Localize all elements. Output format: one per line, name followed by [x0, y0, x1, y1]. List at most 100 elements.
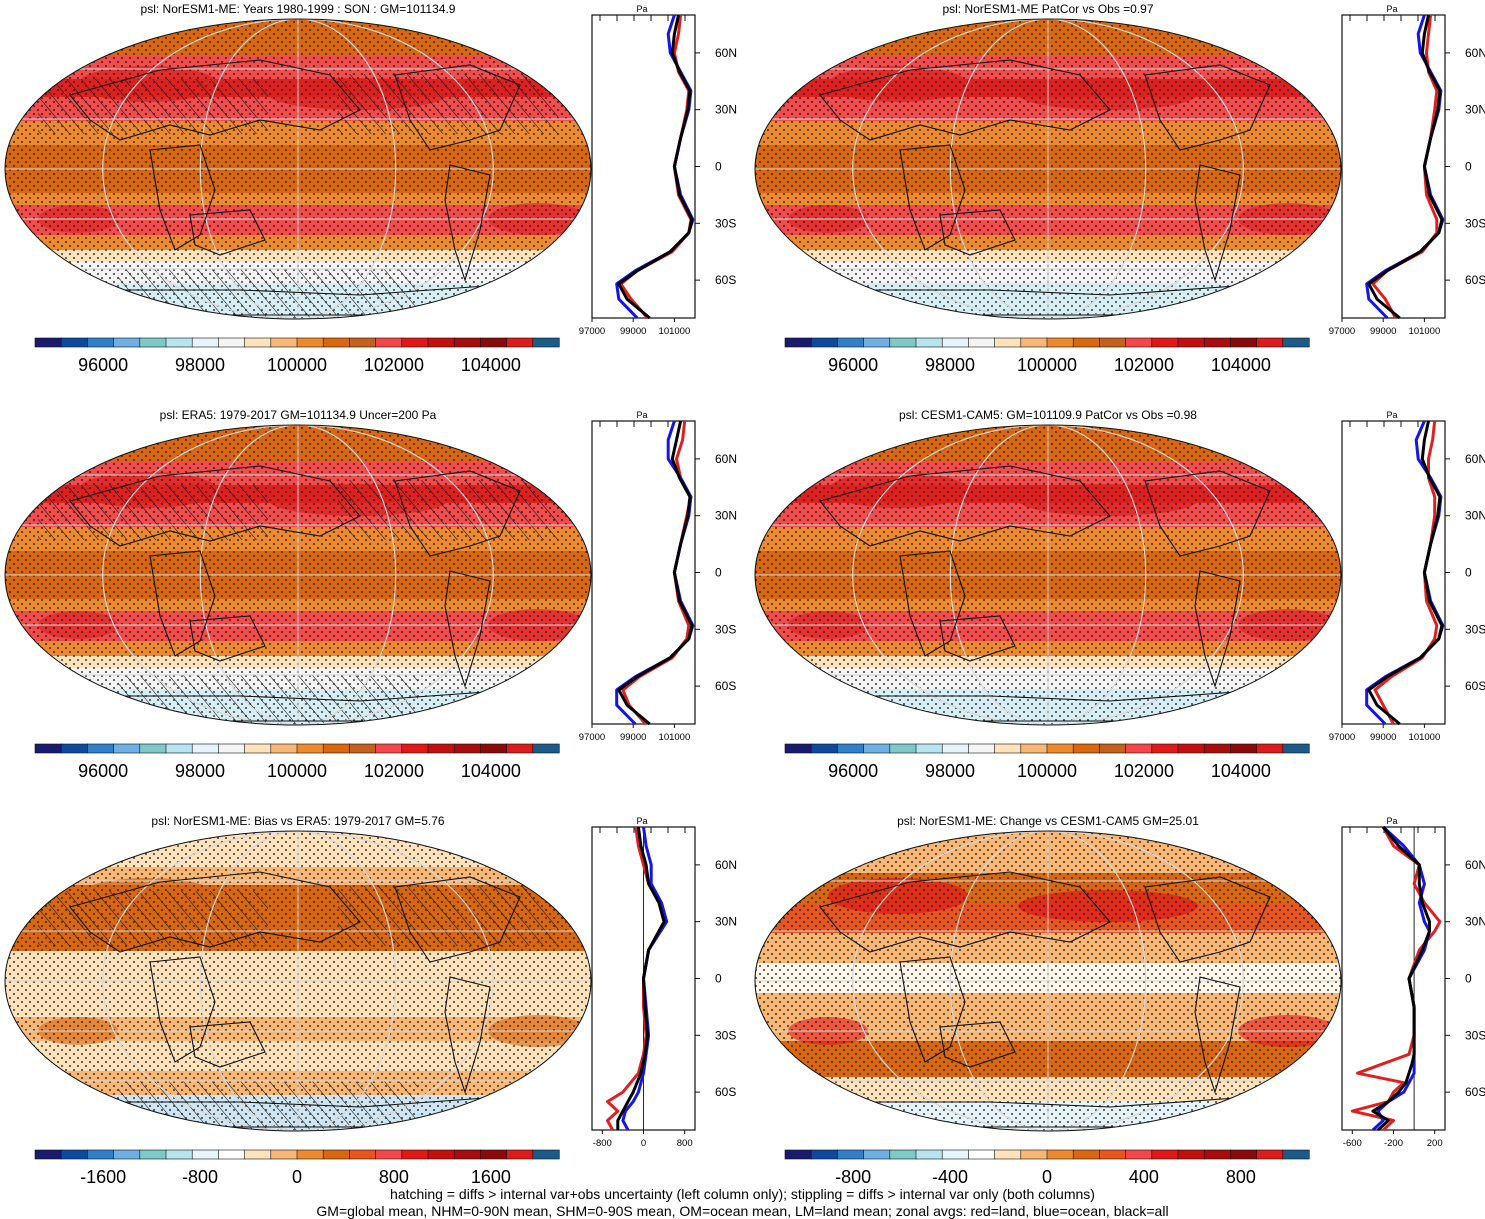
hatch-region: [338, 74, 558, 134]
graticule-lon: [949, 831, 1147, 1131]
coastline: [939, 209, 1016, 256]
colorbar-label: 96000: [78, 761, 128, 781]
colorbar-label: 100000: [267, 355, 327, 375]
profile-lat-label: 30S: [715, 1028, 736, 1042]
colorbar-swatch: [1177, 1149, 1205, 1160]
profile-lat-label: 60S: [715, 1085, 736, 1099]
hatch-region: [38, 891, 268, 946]
profile-x-label: 0: [641, 1138, 646, 1149]
panel: psl: NorESM1-ME: Years 1980-1999 : SON :…: [4, 2, 737, 375]
panel: psl: NorESM1-ME: Bias vs ERA5: 1979-2017…: [4, 814, 737, 1187]
zonal-profile: Pa 60N 30N 0 30S 60S -800 0 800: [591, 816, 737, 1149]
colorbar-swatch: [375, 1149, 403, 1160]
colorbar-swatch: [1125, 337, 1153, 348]
profile-x-label: 101000: [1409, 732, 1441, 743]
colorbar-swatch: [1282, 743, 1310, 754]
colorbar-swatch: [1072, 1149, 1101, 1160]
profile-unit: Pa: [1386, 816, 1397, 826]
colorbar-label: 96000: [78, 355, 128, 375]
map-border: [4, 830, 592, 1132]
colorbar-swatch: [810, 1149, 839, 1160]
colorbar-swatch: [837, 743, 865, 754]
coastline: [1144, 876, 1271, 963]
colorbar-swatch: [480, 337, 508, 348]
panel-title: psl: ERA5: 1979-2017 GM=101134.9 Uncer=2…: [160, 408, 437, 422]
graticule-lon: [852, 425, 1244, 725]
colorbar-label: -1600: [80, 1167, 126, 1187]
colorbar-label: 0: [1042, 1167, 1052, 1187]
graticule-lon: [102, 19, 494, 319]
colorbar-swatch: [191, 337, 219, 348]
profile-x-label: -800: [593, 1138, 612, 1149]
coastline: [939, 1021, 1016, 1068]
colorbar-label: 100000: [1017, 761, 1077, 781]
profile-x-label: 97000: [1329, 732, 1355, 743]
colorbar-label: 400: [1129, 1167, 1159, 1187]
panel: psl: NorESM1-ME PatCor vs Obs =0.97 96000…: [754, 2, 1485, 375]
colorbar-swatch: [784, 1149, 812, 1160]
hatch-region: [338, 480, 558, 540]
graticule-lon: [949, 19, 1147, 319]
graticule-lon: [852, 831, 1244, 1131]
graticule-lon: [199, 425, 397, 725]
colorbar-label: 98000: [925, 355, 975, 375]
profile-lat-label: 30N: [1465, 103, 1485, 117]
colorbar-label: -400: [932, 1167, 968, 1187]
colorbar-label: 100000: [267, 761, 327, 781]
coastline: [69, 465, 361, 547]
profile-frame: [591, 14, 696, 319]
colorbar-swatch: [322, 1149, 351, 1160]
zonal-profile: Pa 60N 30N 0 30S 60S 97000 99000 101000: [1329, 4, 1485, 337]
colorbar-swatch: [401, 1149, 429, 1160]
colorbar-swatch: [532, 743, 560, 754]
coastline: [1144, 470, 1271, 557]
profile-lat-label: 0: [1465, 972, 1472, 986]
profile-unit: Pa: [636, 410, 647, 420]
colorbar-label: 800: [379, 1167, 409, 1187]
colorbar-swatch: [427, 1149, 455, 1160]
colorbar-label: 104000: [461, 355, 521, 375]
colorbar-label: 100000: [1017, 355, 1077, 375]
map-border: [754, 18, 1342, 320]
profile-unit: Pa: [636, 4, 647, 14]
profile-x-label: 200: [1427, 1138, 1443, 1149]
profile-lat-label: 30N: [715, 103, 737, 117]
profile-x-label: 101000: [659, 326, 691, 337]
colorbar-swatch: [1256, 1149, 1284, 1160]
colorbar-swatch: [1203, 337, 1232, 348]
colorbar-swatch: [1020, 337, 1048, 348]
coastline: [394, 470, 521, 557]
colorbar-swatch: [941, 743, 969, 754]
profile-unit: Pa: [1386, 4, 1397, 14]
profile-lat-label: 0: [715, 160, 722, 174]
colorbar-swatch: [244, 337, 272, 348]
colorbar-swatch: [349, 1149, 377, 1160]
coastline: [899, 550, 966, 657]
profile-x-label: 101000: [659, 732, 691, 743]
colorbar: 96000 98000 100000 102000 104000: [34, 337, 560, 375]
coastline: [1194, 164, 1241, 282]
colorbar-swatch: [139, 337, 167, 348]
panel: psl: NorESM1-ME: Change vs CESM1-CAM5 GM…: [754, 814, 1485, 1187]
colorbar-swatch: [1230, 337, 1258, 348]
colorbar-swatch: [506, 743, 534, 754]
colorbar-label: 102000: [364, 761, 424, 781]
colorbar-swatch: [1046, 743, 1074, 754]
colorbar-swatch: [1020, 1149, 1048, 1160]
profile-x-label: 99000: [1370, 732, 1396, 743]
colorbar-swatch: [941, 337, 969, 348]
colorbar-swatch: [165, 1149, 193, 1160]
colorbar-swatch: [1046, 1149, 1074, 1160]
profile-series-all: [1371, 826, 1431, 1132]
colorbar-swatch: [968, 1149, 996, 1160]
profile-x-label: 101000: [1409, 326, 1441, 337]
colorbar-swatch: [60, 1149, 89, 1160]
colorbar-swatch: [349, 337, 377, 348]
colorbar-swatch: [87, 1149, 115, 1160]
colorbar-swatch: [270, 743, 298, 754]
profile-lat-label: 60N: [1465, 46, 1485, 60]
profile-lat-label: 60N: [715, 858, 737, 872]
map-border: [4, 18, 592, 320]
colorbar-swatch: [34, 743, 62, 754]
